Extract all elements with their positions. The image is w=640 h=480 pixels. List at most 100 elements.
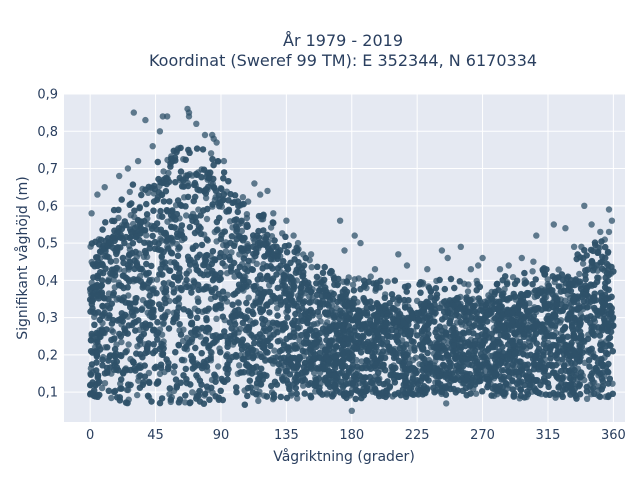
data-point [457,318,464,326]
data-point [355,275,362,282]
data-point [220,175,227,182]
data-point [324,319,331,326]
data-point [357,349,365,356]
data-point [330,290,337,298]
data-point [599,253,606,260]
data-point [181,399,189,406]
data-point [472,390,480,397]
data-point [239,194,247,201]
data-point [134,391,141,399]
data-points [87,105,617,414]
data-point [101,380,109,387]
data-point [232,321,239,328]
data-point [549,363,556,370]
data-point [251,339,258,347]
data-point [591,390,598,397]
data-point [432,285,440,292]
data-point [150,207,157,214]
data-point [282,233,289,240]
data-point [271,237,278,244]
data-point [154,158,161,166]
data-point [594,248,602,256]
data-point [244,392,251,400]
data-point [125,341,132,348]
data-point [308,264,315,271]
data-point [98,384,106,392]
data-point [544,276,551,283]
data-point [529,268,536,275]
data-point [286,385,293,393]
data-point [96,316,104,324]
data-point [255,397,262,405]
data-point [201,390,209,398]
data-point [166,391,173,398]
data-point [118,385,125,392]
data-point [314,320,321,327]
data-point [261,253,268,260]
data-point [606,375,613,382]
data-point [121,218,128,225]
data-point [456,278,463,285]
data-point [168,240,175,247]
data-point [94,309,102,316]
data-point [93,367,100,374]
data-point [91,313,98,321]
data-point [328,302,336,309]
data-point [136,204,143,212]
data-point [165,325,173,332]
data-point [588,345,595,352]
data-point [234,299,242,306]
data-point [148,262,155,270]
data-point [160,168,167,175]
data-point [122,349,129,356]
data-point [109,328,117,335]
data-point [226,319,233,326]
data-point [590,385,597,392]
data-point [243,211,251,218]
data-point [213,315,220,322]
data-point [532,276,539,283]
data-point [300,382,307,389]
data-point [240,255,247,262]
data-point [236,362,243,369]
data-point [209,201,216,208]
data-point [555,266,562,273]
data-point [579,260,587,267]
data-point [294,395,301,402]
data-point [323,391,331,398]
data-point [442,383,449,390]
data-point [246,377,253,384]
data-point [118,338,125,346]
data-point [127,212,134,219]
data-point [523,279,530,286]
data-point [180,326,187,333]
data-point [234,208,241,216]
data-point [378,340,385,347]
data-point [183,212,190,219]
data-point [576,270,583,278]
chart-title-line1: År 1979 - 2019 [283,31,403,50]
data-point [164,218,171,225]
data-point [153,276,161,283]
data-point [486,352,494,360]
data-point [236,251,243,258]
data-point [104,344,111,351]
data-point [274,338,282,345]
data-point [197,212,204,219]
data-point [189,389,196,396]
data-point [558,367,565,375]
data-point [412,354,420,361]
data-point [274,312,281,319]
data-point [106,312,113,319]
data-point [143,232,150,239]
data-point [248,370,256,377]
data-point [225,178,232,185]
data-point [112,257,120,264]
data-point [253,260,260,267]
data-point [263,393,271,400]
data-point [154,319,161,326]
data-point [124,386,132,394]
data-point [208,349,215,356]
data-point [198,241,206,249]
